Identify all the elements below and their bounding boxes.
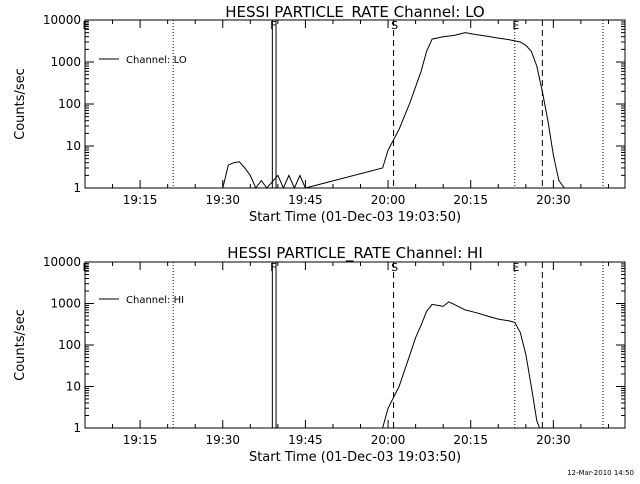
x-tick-label: 20:15 [453,193,488,207]
x-axis-label: Start Time (01-Dec-03 19:03:50) [249,210,461,225]
plot-frame [84,261,626,429]
x-tick-label: 19:30 [205,193,240,207]
x-tick-label: 20:30 [536,433,571,447]
plot-frame [84,19,626,189]
chart-panel-2: HESSI PARTICLE_RATE Channel: HI 1 10 100 100… [13,244,626,465]
x-tick-label: 19:45 [288,433,323,447]
event-marker-label: E [83,19,90,32]
y-tick-label: 1 [73,421,81,435]
x-tick-label: 19:15 [123,193,158,207]
event-marker-label: F [270,261,276,274]
x-tick-label: 20:00 [371,193,406,207]
event-marker-label: F [270,19,276,32]
y-tick-label: 10 [66,139,81,153]
chart-panel-1: HESSI PARTICLE_RATE Channel: LO 1 10 100 100… [13,3,626,225]
y-tick-label: 1000 [50,297,81,311]
y-tick-label: 10000 [43,13,81,27]
x-tick-label: 20:00 [371,433,406,447]
y-axis-label: Counts/sec [13,309,28,381]
chart-title: HESSI PARTICLE_RATE Channel: HI [227,244,483,263]
legend-label: Channel: HI [126,295,184,306]
event-marker-label: S [391,19,398,32]
y-tick-label: 10000 [43,255,81,269]
plot-timestamp: 12-Mar-2010 14:50 [567,469,634,477]
x-tick-label: 19:15 [123,433,158,447]
event-marker-label: E [512,261,519,274]
x-axis-label: Start Time (01-Dec-03 19:03:50) [249,450,461,465]
chart-title: HESSI PARTICLE_RATE Channel: LO [225,3,484,22]
y-axis-label: Counts/sec [13,68,28,140]
x-tick-label: 19:30 [205,433,240,447]
x-tick-label: 20:30 [536,193,571,207]
series-line [222,32,565,190]
x-tick-label: 19:45 [288,193,323,207]
event-marker-label: E [83,261,90,274]
event-marker-label: S [391,261,398,274]
y-tick-label: 1 [73,181,81,195]
x-tick-label: 20:15 [453,433,488,447]
event-marker-label: E [512,19,519,32]
legend-label: Channel: LO [126,55,187,66]
series-line [382,301,541,429]
y-tick-label: 100 [58,97,81,111]
y-tick-label: 100 [58,338,81,352]
y-tick-label: 10 [66,380,81,394]
y-tick-label: 1000 [50,55,81,69]
